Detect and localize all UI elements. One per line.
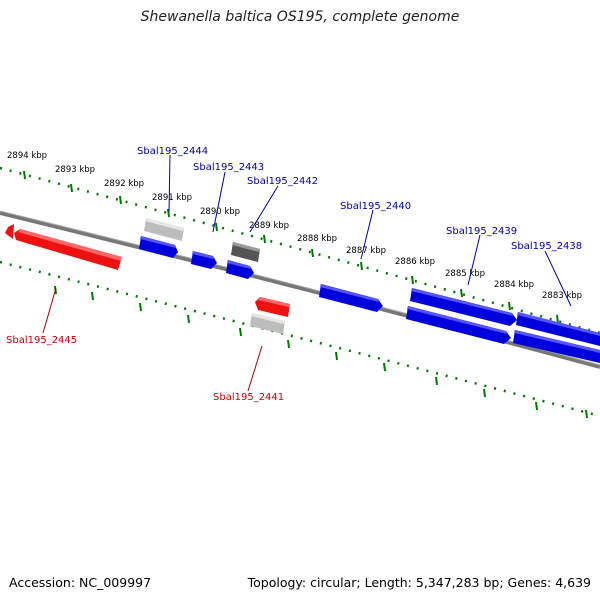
gene-label-2444[interactable]: Sbal195_2444 <box>137 146 208 157</box>
scale-label: 2890 kbp <box>200 207 240 217</box>
genome-summary-text: Topology: circular; Length: 5,347,283 bp… <box>247 575 591 590</box>
scale-label: 2892 kbp <box>104 179 144 189</box>
gray-features <box>144 218 285 334</box>
tick-2891 <box>167 208 170 218</box>
gene-feature-2445[interactable] <box>14 229 122 270</box>
gene-feature-blue-lower-2[interactable] <box>513 330 600 363</box>
gene-feature-blue-lower-1[interactable] <box>406 306 511 344</box>
tick-2884 <box>508 301 511 311</box>
gene-feature-2443-a[interactable] <box>139 236 178 258</box>
upper-scale-track <box>0 166 600 335</box>
scale-label: 2888 kbp <box>297 234 337 244</box>
tick-2892 <box>119 195 122 205</box>
gene-feature-2445-left[interactable] <box>5 224 14 239</box>
tick-2894 <box>23 170 26 180</box>
forward-genes <box>139 236 600 363</box>
gene-label-2442[interactable]: Sbal195_2442 <box>247 176 318 187</box>
scale-labels: 2894 kbp 2893 kbp 2892 kbp 2891 kbp 2890… <box>7 151 582 301</box>
genome-backbone <box>0 211 600 369</box>
major-ticks <box>23 170 588 419</box>
scale-label: 2885 kbp <box>445 269 485 279</box>
scale-label: 2883 kbp <box>542 291 582 301</box>
gene-feature-gray-lower[interactable] <box>250 313 285 334</box>
tick-2887 <box>360 261 363 271</box>
gene-label-2440[interactable]: Sbal195_2440 <box>340 201 411 212</box>
tick-2890 <box>215 222 218 232</box>
gene-feature-2440[interactable] <box>319 284 383 312</box>
gene-label-2445[interactable]: Sbal195_2445 <box>6 335 77 346</box>
tick-2889 <box>263 234 266 244</box>
gene-feature-2439[interactable] <box>410 288 517 326</box>
genome-title: Shewanella baltica OS195, complete genom… <box>140 9 460 25</box>
gene-label-2441[interactable]: Sbal195_2441 <box>213 392 284 403</box>
scale-label: 2889 kbp <box>249 221 289 231</box>
scale-label: 2887 kbp <box>346 246 386 256</box>
scale-label: 2886 kbp <box>395 257 435 267</box>
gene-label-2443[interactable]: Sbal195_2443 <box>193 162 264 173</box>
gene-label-2438[interactable]: Sbal195_2438 <box>511 241 582 252</box>
reverse-genes <box>5 224 290 317</box>
scale-label: 2894 kbp <box>7 151 47 161</box>
gene-feature-2444[interactable] <box>144 218 184 241</box>
gene-feature-blue-c[interactable] <box>226 260 254 279</box>
tick-2888 <box>311 248 314 258</box>
tick-2893 <box>70 183 73 193</box>
scale-label: 2891 kbp <box>152 193 192 203</box>
gene-leaders <box>42 154 572 392</box>
gene-feature-2438[interactable] <box>516 312 600 346</box>
scale-label: 2893 kbp <box>55 165 95 175</box>
tick-2886 <box>411 275 414 285</box>
tick-2885 <box>460 288 463 298</box>
tick-2883 <box>556 314 559 324</box>
accession-text: Accession: NC_009997 <box>9 575 152 590</box>
gene-label-2439[interactable]: Sbal195_2439 <box>446 226 517 237</box>
gene-feature-2442[interactable] <box>231 242 260 262</box>
scale-label: 2884 kbp <box>494 280 534 290</box>
